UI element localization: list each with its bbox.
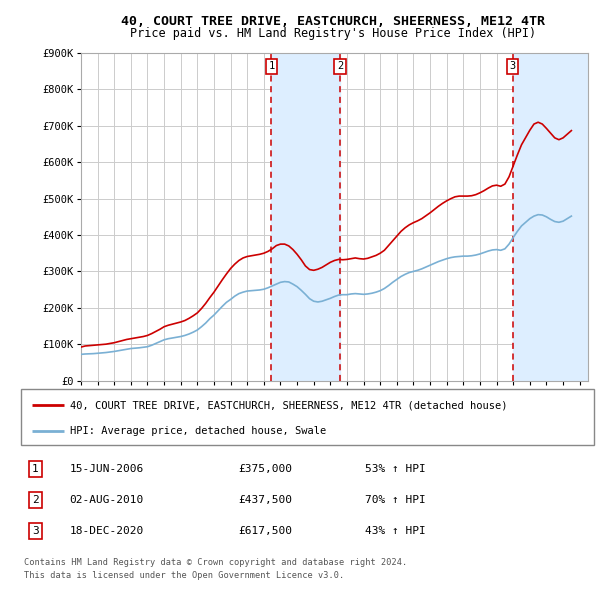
Text: HPI: Average price, detached house, Swale: HPI: Average price, detached house, Swal… xyxy=(70,427,326,437)
Text: 1: 1 xyxy=(268,61,275,71)
Text: 3: 3 xyxy=(509,61,515,71)
FancyBboxPatch shape xyxy=(21,389,594,445)
Text: 40, COURT TREE DRIVE, EASTCHURCH, SHEERNESS, ME12 4TR (detached house): 40, COURT TREE DRIVE, EASTCHURCH, SHEERN… xyxy=(70,400,507,410)
Bar xyxy=(512,53,588,381)
Text: 02-AUG-2010: 02-AUG-2010 xyxy=(70,495,144,505)
Text: This data is licensed under the Open Government Licence v3.0.: This data is licensed under the Open Gov… xyxy=(24,571,344,580)
Text: 40, COURT TREE DRIVE, EASTCHURCH, SHEERNESS, ME12 4TR: 40, COURT TREE DRIVE, EASTCHURCH, SHEERN… xyxy=(121,15,545,28)
Text: £617,500: £617,500 xyxy=(239,526,293,536)
Text: 1: 1 xyxy=(32,464,39,474)
Text: 18-DEC-2020: 18-DEC-2020 xyxy=(70,526,144,536)
Text: £375,000: £375,000 xyxy=(239,464,293,474)
Text: 43% ↑ HPI: 43% ↑ HPI xyxy=(365,526,425,536)
Bar xyxy=(271,53,340,381)
Text: 3: 3 xyxy=(32,526,39,536)
Text: Contains HM Land Registry data © Crown copyright and database right 2024.: Contains HM Land Registry data © Crown c… xyxy=(24,558,407,566)
Text: 2: 2 xyxy=(32,495,39,505)
Text: 53% ↑ HPI: 53% ↑ HPI xyxy=(365,464,425,474)
Text: 70% ↑ HPI: 70% ↑ HPI xyxy=(365,495,425,505)
Text: £437,500: £437,500 xyxy=(239,495,293,505)
Text: 2: 2 xyxy=(337,61,343,71)
Text: 15-JUN-2006: 15-JUN-2006 xyxy=(70,464,144,474)
Text: Price paid vs. HM Land Registry's House Price Index (HPI): Price paid vs. HM Land Registry's House … xyxy=(130,27,536,40)
